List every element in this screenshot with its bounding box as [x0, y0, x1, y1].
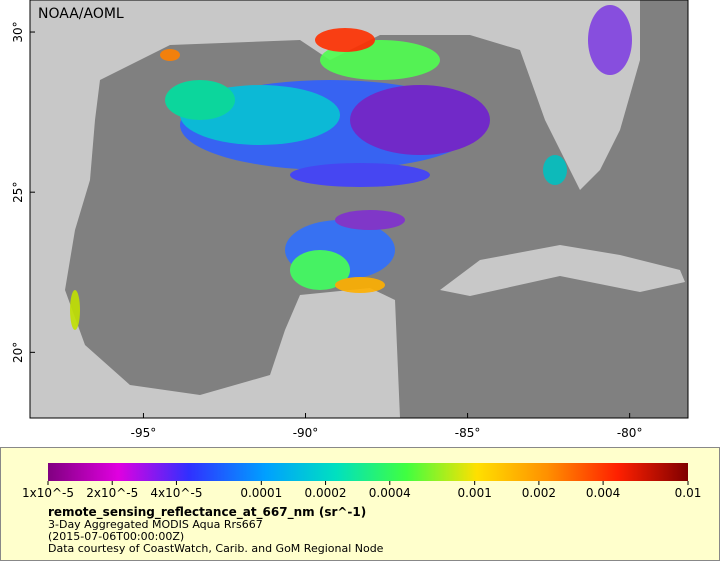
y-tick-label: 25°	[11, 182, 25, 203]
legend-line: 3-Day Aggregated MODIS Aqua Rrs667	[48, 518, 263, 531]
x-tick-label: -95°	[131, 426, 157, 440]
x-tick-label: -85°	[455, 426, 481, 440]
colorbar-tick-label: 0.002	[522, 486, 556, 500]
legend-title: remote_sensing_reflectance_at_667_nm (sr…	[48, 505, 366, 520]
credit: NOAA/AOML	[38, 6, 124, 22]
y-tick-label: 20°	[11, 342, 25, 363]
colorbar-tick-label: 1x10^-5	[22, 486, 74, 500]
colorbar-tick-label: 0.0002	[305, 486, 347, 500]
x-tick-label: -90°	[293, 426, 319, 440]
colorbar-tick-label: 2x10^-5	[86, 486, 138, 500]
legend-line: Data courtesy of CoastWatch, Carib. and …	[48, 542, 384, 555]
colorbar-tick-label: 0.0001	[240, 486, 282, 500]
colorbar	[48, 463, 688, 481]
map-frame	[29, 0, 689, 419]
x-tick-label: -80°	[617, 426, 643, 440]
reflectance-pixels	[70, 5, 632, 330]
cuba	[440, 245, 685, 296]
legend-line: (2015-07-06T00:00:00Z)	[48, 530, 184, 543]
map: NOAA/AOML	[30, 0, 688, 418]
colorbar-tick-label: 0.01	[675, 486, 702, 500]
colorbar-tick-label: 0.004	[586, 486, 620, 500]
y-tick-label: 30°	[11, 21, 25, 42]
colorbar-tick-label: 0.0004	[369, 486, 411, 500]
colorbar-tick-label: 4x10^-5	[150, 486, 202, 500]
colorbar-tick-label: 0.001	[457, 486, 491, 500]
